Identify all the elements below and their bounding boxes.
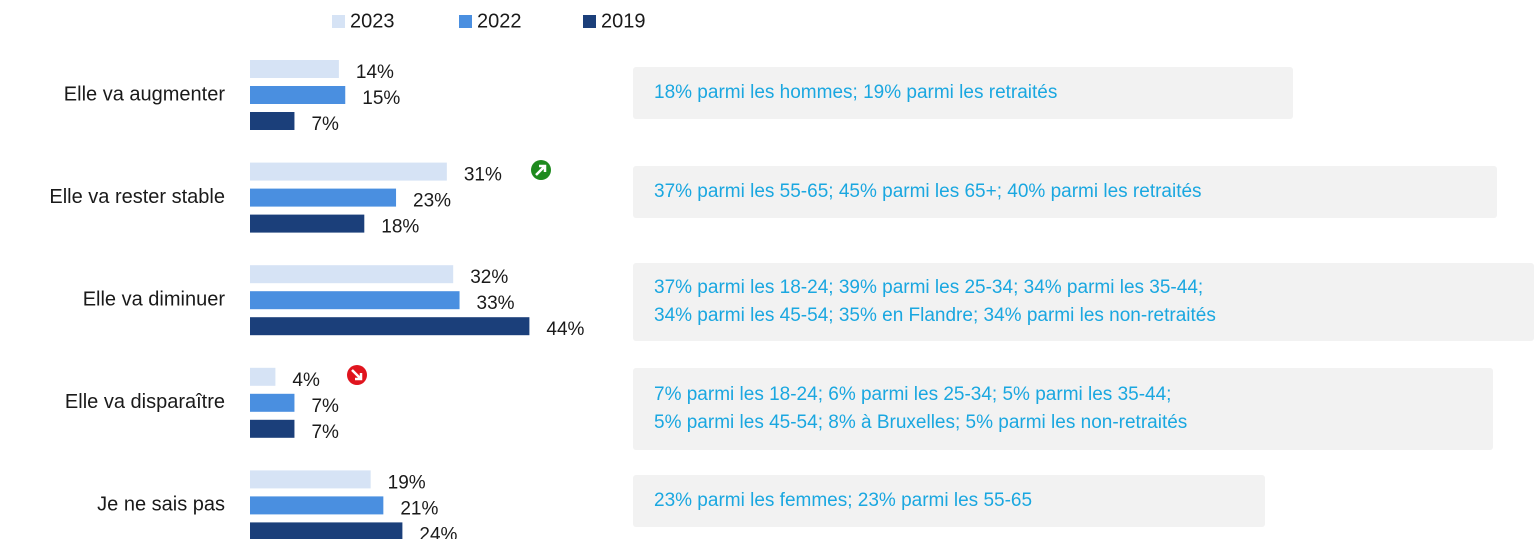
value-label: 19% — [388, 472, 426, 493]
bar — [250, 188, 397, 207]
value-label: 31% — [464, 165, 502, 186]
annotation-text: 7% parmi les 18-24; 6% parmi les 25-34; … — [654, 384, 1171, 405]
trend-up-icon — [531, 160, 551, 180]
value-label: 44% — [546, 319, 584, 340]
value-label: 18% — [381, 217, 419, 238]
value-label: 7% — [311, 396, 339, 417]
bar — [250, 496, 384, 515]
value-label: 23% — [413, 191, 451, 212]
annotation-box — [633, 475, 1265, 527]
bar — [250, 393, 295, 412]
trend-down-icon — [347, 365, 367, 385]
bar — [250, 291, 460, 310]
value-label: 15% — [362, 88, 400, 109]
bar — [250, 419, 295, 438]
legend-label: 2019 — [601, 10, 646, 32]
legend-label: 2023 — [350, 10, 395, 32]
annotation-text: 37% parmi les 18-24; 39% parmi les 25-34… — [654, 277, 1203, 298]
value-label: 14% — [356, 62, 394, 83]
value-label: 7% — [311, 422, 339, 443]
category-label: Elle va augmenter — [64, 83, 226, 105]
annotation-box — [633, 263, 1534, 341]
bar — [250, 112, 295, 130]
bar — [250, 214, 365, 233]
legend-swatch — [583, 15, 596, 28]
bar — [250, 162, 447, 181]
bar — [250, 317, 530, 336]
value-label: 7% — [311, 114, 339, 135]
value-label: 24% — [419, 524, 457, 539]
bar — [250, 367, 276, 386]
bar — [250, 86, 346, 104]
annotation-text: 23% parmi les femmes; 23% parmi les 55-6… — [654, 490, 1032, 511]
category-label: Elle va disparaître — [65, 391, 225, 413]
annotation-text: 34% parmi les 45-54; 35% en Flandre; 34%… — [654, 305, 1216, 326]
annotation-box — [633, 368, 1493, 450]
annotation-text: 5% parmi les 45-54; 8% à Bruxelles; 5% p… — [654, 412, 1187, 433]
category-label: Je ne sais pas — [97, 494, 225, 516]
bar — [250, 60, 339, 78]
legend-swatch — [459, 15, 472, 28]
legend-label: 2022 — [477, 10, 522, 32]
annotation-text: 37% parmi les 55-65; 45% parmi les 65+; … — [654, 181, 1202, 202]
category-label: Elle va diminuer — [83, 288, 226, 310]
value-label: 32% — [470, 267, 508, 288]
annotation-text: 18% parmi les hommes; 19% parmi les retr… — [654, 82, 1057, 103]
annotation-box — [633, 166, 1497, 218]
annotation-box — [633, 67, 1293, 119]
bar — [250, 522, 403, 539]
category-label: Elle va rester stable — [49, 186, 225, 208]
bar — [250, 470, 371, 489]
value-label: 33% — [477, 293, 515, 314]
legend-swatch — [332, 15, 345, 28]
value-label: 21% — [400, 498, 438, 519]
value-label: 4% — [292, 370, 320, 391]
bar — [250, 265, 454, 284]
